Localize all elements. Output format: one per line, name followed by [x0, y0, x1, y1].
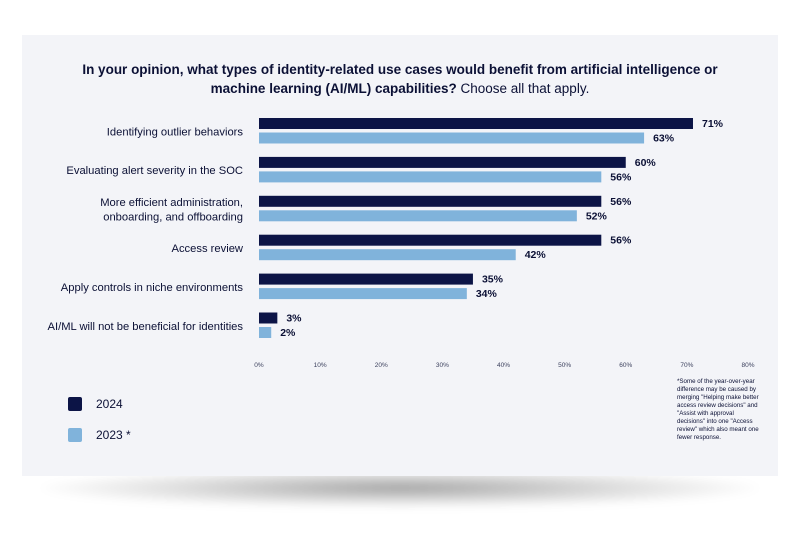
category-label-more-efficient-administration-onboarding-and-offboarding: onboarding, and offboarding [103, 211, 243, 223]
x-tick-label: 0% [254, 362, 264, 369]
bar-2024-more-efficient-administration-onboarding-and-offboarding [259, 195, 602, 207]
legend-label-2024: 2024 [96, 396, 123, 411]
category-label-identifying-outlier-behaviors: Identifying outlier behaviors [107, 126, 244, 138]
category-label-evaluating-alert-severity-in-the-soc: Evaluating alert severity in the SOC [66, 165, 243, 177]
data-label-2024-identifying-outlier-behaviors: 71% [702, 118, 724, 130]
data-label-2023-identifying-outlier-behaviors: 63% [653, 133, 675, 145]
x-tick-label: 30% [436, 362, 449, 369]
chart-title-instruction: Choose all that apply. [460, 81, 590, 96]
legend-label-2023: 2023 * [96, 427, 131, 442]
bar-2024-ai-ml-will-not-be-beneficial-for-identities [259, 312, 278, 324]
data-label-2024-ai-ml-will-not-be-beneficial-for-identities: 3% [286, 313, 302, 325]
chart-title: In your opinion, what types of identity-… [60, 60, 740, 98]
legend-swatch-2024 [68, 396, 82, 411]
data-label-2024-evaluating-alert-severity-in-the-soc: 60% [635, 157, 657, 169]
category-label-access-review: Access review [172, 243, 244, 255]
x-tick-label: 80% [741, 362, 754, 369]
data-label-2023-ai-ml-will-not-be-beneficial-for-identities: 2% [280, 327, 296, 339]
bar-2024-access-review [259, 234, 602, 246]
data-label-2024-access-review: 56% [610, 235, 632, 247]
chart-title-question: In your opinion, what types of identity-… [82, 62, 718, 96]
bar-2024-identifying-outlier-behaviors [259, 118, 693, 129]
x-tick-label: 10% [314, 362, 327, 369]
data-label-2024-apply-controls-in-niche-environments: 35% [482, 274, 504, 286]
footnote: *Some of the year-over-year difference m… [677, 378, 759, 441]
x-tick-label: 20% [375, 362, 388, 369]
bar-2023-identifying-outlier-behaviors [259, 132, 645, 144]
category-label-apply-controls-in-niche-environments: Apply controls in niche environments [61, 282, 244, 294]
bar-2024-evaluating-alert-severity-in-the-soc [259, 156, 626, 168]
x-tick-label: 40% [497, 362, 510, 369]
legend-item-2024: 2024 [68, 395, 123, 413]
bar-2024-apply-controls-in-niche-environments [259, 273, 473, 285]
data-label-2024-more-efficient-administration-onboarding-and-offboarding: 56% [610, 196, 632, 208]
data-label-2023-access-review: 42% [525, 249, 547, 261]
x-tick-label: 50% [558, 362, 571, 369]
bar-2023-evaluating-alert-severity-in-the-soc [259, 171, 602, 183]
data-label-2023-evaluating-alert-severity-in-the-soc: 56% [610, 171, 632, 183]
bar-2023-more-efficient-administration-onboarding-and-offboarding [259, 210, 577, 222]
bar-2023-access-review [259, 249, 516, 261]
category-label-ai-ml-will-not-be-beneficial-for-identities: AI/ML will not be beneficial for identit… [48, 321, 244, 333]
data-label-2023-more-efficient-administration-onboarding-and-offboarding: 52% [586, 210, 608, 222]
legend-swatch-2023 [68, 427, 82, 442]
x-tick-label: 60% [619, 362, 632, 369]
x-tick-label: 70% [680, 362, 693, 369]
bar-2023-apply-controls-in-niche-environments [259, 288, 467, 300]
legend-item-2023: 2023 * [68, 426, 131, 444]
category-label-more-efficient-administration-onboarding-and-offboarding: More efficient administration, [100, 197, 243, 209]
data-label-2023-apply-controls-in-niche-environments: 34% [476, 288, 498, 300]
bar-2023-ai-ml-will-not-be-beneficial-for-identities [259, 327, 272, 338]
